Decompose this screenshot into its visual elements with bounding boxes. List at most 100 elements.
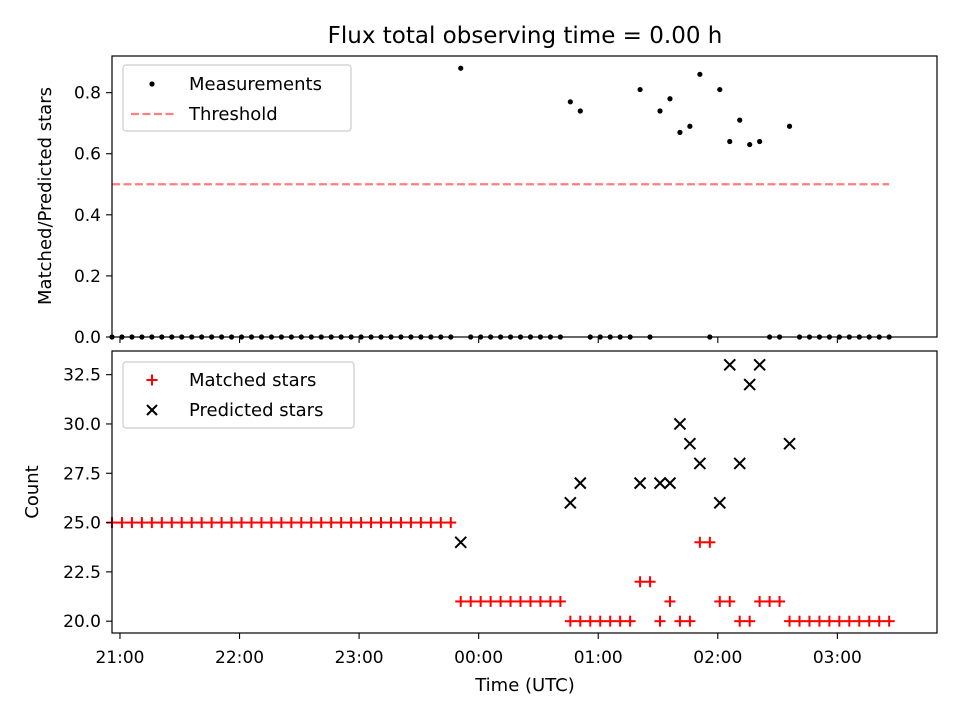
matched-stars-point [415, 517, 427, 529]
matched-stars-point [226, 517, 238, 529]
matched-stars-point [285, 517, 297, 529]
matched-stars-point [784, 615, 796, 627]
measurement-point [577, 108, 583, 114]
matched-stars-point [704, 536, 716, 548]
legend-matched-label: Matched stars [189, 370, 316, 391]
matched-stars-point [295, 517, 307, 529]
predicted-stars-point [574, 476, 587, 490]
matched-stars-point [674, 615, 686, 627]
matched-stars-point [823, 615, 835, 627]
matched-stars-point [475, 595, 487, 607]
panel-bottom: 20.0 22.5 25.0 27.5 30.0 32.5 21:00 22:00 23:00 0… [22, 350, 938, 696]
y-tick-label: 30.0 [63, 415, 101, 435]
matched-stars-point [116, 517, 128, 529]
matched-stars-point [325, 517, 337, 529]
matched-stars-point [524, 595, 536, 607]
predicted-stars-point [663, 476, 677, 490]
matched-stars-point [156, 517, 168, 529]
measurement-point [727, 138, 733, 145]
y-tick-label: 0.4 [74, 206, 101, 226]
predicted-stars-point [693, 457, 707, 470]
y-tick-label: 0.8 [74, 84, 101, 104]
predicted-stars-point [653, 476, 667, 490]
matched-stars-point [794, 615, 805, 627]
matched-stars-point [335, 517, 347, 529]
measurement-point [667, 96, 673, 102]
measurement-point [677, 129, 683, 135]
matched-stars-point [634, 576, 646, 588]
predicted-stars-point [454, 536, 467, 549]
measurement-point [747, 141, 753, 148]
measurement-point [657, 108, 663, 114]
x-axis-label: Time (UTC) [474, 675, 575, 696]
measurement-point [458, 65, 464, 71]
matched-stars-point [654, 615, 666, 627]
legend-measurements-marker [149, 81, 155, 87]
matched-stars-point [833, 615, 845, 627]
matched-stars-point [714, 595, 726, 607]
x-tick-label: 21:00 [95, 648, 144, 668]
y-axis-label-bottom: Count [22, 465, 43, 518]
matched-stars-point [614, 615, 626, 627]
panel-top-ticks: 0.0 0.2 0.4 0.6 0.8 [74, 84, 838, 348]
matched-stars-point [385, 517, 397, 529]
matched-stars-point [664, 595, 676, 607]
matched-stars-point [245, 517, 257, 529]
matched-stars-point [126, 517, 138, 529]
legend-measurements-label: Measurements [189, 74, 322, 95]
matched-stars-point [265, 517, 277, 529]
legend-top-box [122, 64, 352, 132]
x-tick-label: 03:00 [813, 648, 862, 668]
predicted-stars-point [713, 496, 726, 510]
chart-title: Flux total observing time = 0.00 h [328, 23, 723, 49]
matched-stars-point [724, 595, 736, 607]
matched-stars-point [216, 517, 228, 529]
matched-stars-point [236, 517, 248, 529]
matched-stars-point [604, 615, 616, 627]
measurement-point [757, 138, 763, 145]
matched-stars-point [355, 517, 367, 529]
matched-stars-point [744, 615, 756, 627]
predicted-stars-point [683, 437, 697, 450]
matched-stars-point [425, 517, 437, 529]
matched-stars-point [365, 517, 377, 529]
matched-stars-point [554, 595, 566, 607]
matched-stars-point [345, 517, 357, 529]
predicted-stars-point [633, 476, 647, 490]
y-tick-label: 0.6 [74, 145, 101, 165]
x-tick-label: 01:00 [574, 648, 623, 668]
matched-stars-point [624, 615, 636, 627]
predicted-stars-point [723, 358, 736, 372]
y-tick-label: 32.5 [63, 366, 101, 386]
matched-stars-point [166, 517, 178, 529]
measurement-point [717, 86, 723, 93]
predicted-stars-point [783, 437, 796, 450]
matched-stars-point [255, 517, 267, 529]
matched-stars-point [544, 595, 556, 607]
measurement-point [567, 99, 573, 105]
matched-stars-point [754, 595, 766, 607]
measurement-point [737, 117, 743, 123]
y-axis-label-top: Matched/Predicted stars [35, 87, 56, 305]
matched-stars-point [136, 517, 148, 529]
y-tick-label: 0.2 [74, 267, 101, 287]
matched-stars-point [813, 615, 825, 627]
matched-stars-point [405, 517, 417, 529]
matched-stars-point [375, 517, 387, 529]
matched-stars-point [694, 536, 706, 548]
matched-stars-point [534, 595, 546, 607]
matched-stars-point [196, 517, 208, 529]
x-tick-label: 02:00 [693, 648, 742, 668]
y-tick-label: 0.0 [74, 328, 101, 348]
matched-stars-point [863, 615, 875, 627]
measurement-point [687, 123, 693, 129]
x-tick-label: 00:00 [454, 648, 503, 668]
y-tick-label: 20.0 [63, 612, 101, 632]
matched-stars-point [485, 595, 497, 607]
matched-stars-point [305, 517, 317, 529]
matched-stars-point [315, 517, 327, 529]
matched-stars-point [764, 595, 776, 607]
matched-stars-point [176, 517, 188, 529]
matched-stars-point [803, 615, 815, 627]
